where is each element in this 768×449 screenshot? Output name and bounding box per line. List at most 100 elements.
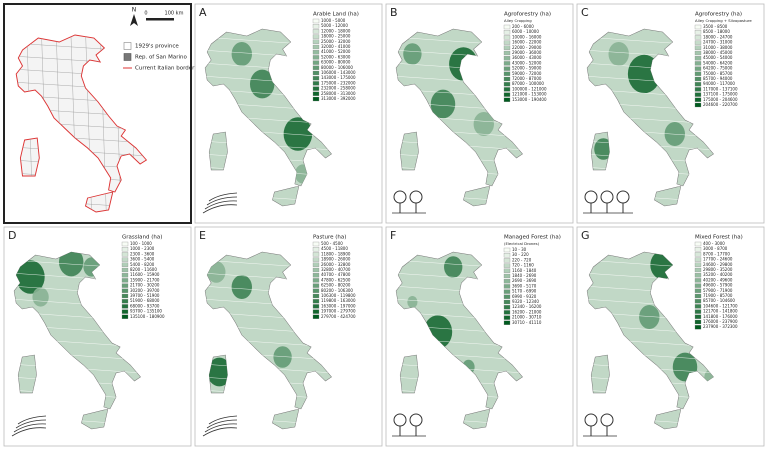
legend-label: 104600 - 121700 (703, 303, 738, 308)
legend-label: 10000 - 16000 (512, 34, 542, 39)
legend-label: 119800 - 163000 (321, 298, 356, 303)
legend-subtitle: Alley Cropping (504, 18, 532, 23)
legend-label: 15900 - 21700 (130, 277, 160, 282)
region-patch (407, 296, 418, 308)
legend-swatch (694, 273, 702, 278)
legend-title: Mixed Forest (ha) (695, 235, 743, 241)
region-patch (664, 122, 685, 146)
legend-label: 30710 - 41110 (512, 320, 542, 325)
legend-swatch (312, 39, 320, 44)
legend-label: 5170 - 6990 (512, 289, 537, 294)
legend-title: Arable Land (ha) (313, 12, 359, 18)
legend-swatch (503, 76, 511, 82)
legend-swatch (694, 267, 702, 273)
north-arrow (130, 14, 138, 26)
legend-label: 31000 - 38000 (703, 45, 733, 50)
legend-label: 197000 - 279700 (321, 309, 356, 314)
region-patch (283, 117, 313, 151)
legend-swatch (312, 267, 320, 273)
legend-label: 87000 - 100000 (512, 81, 544, 86)
region-patch (273, 346, 292, 368)
legend-swatch (694, 102, 702, 108)
legend-label: 41000 - 52000 (321, 49, 351, 54)
legend-label: 25000 - 32000 (321, 39, 351, 44)
legend-label: 121700 - 141800 (703, 309, 738, 314)
legend-label: Current Italian border (135, 66, 195, 72)
legend-label: 12000 - 18000 (321, 28, 351, 33)
legend-label: 29800 - 35200 (703, 267, 733, 272)
field-line (206, 419, 238, 429)
legend-swatch (121, 278, 129, 283)
legend-swatch (694, 30, 702, 35)
legend-label: 64200 - 75000 (703, 66, 733, 71)
legend-swatch (121, 267, 129, 273)
legend-swatch (694, 50, 702, 56)
legend-swatch (503, 87, 511, 92)
legend-title: Agroforestry (ha) (695, 12, 742, 18)
legend-swatch (694, 252, 702, 257)
legend-label: 18000 - 24700 (703, 34, 733, 39)
legend-label: 71900 - 85700 (703, 293, 733, 298)
legend-swatch (694, 92, 702, 97)
legend-swatch (312, 288, 320, 293)
region-patch (249, 69, 275, 99)
legend-swatch (503, 66, 511, 71)
legend-label: 313000 - 392000 (321, 96, 356, 101)
legend-swatch (503, 24, 511, 30)
legend-label: 143000 - 175000 (321, 75, 356, 80)
legend-swatch (312, 34, 320, 39)
legend-label: 3000 - 8700 (703, 246, 728, 251)
legend-label: 35200 - 40200 (703, 272, 733, 277)
legend-label: 85700 - 104600 (703, 298, 735, 303)
legend-swatch (503, 61, 511, 66)
region-patch (594, 138, 613, 160)
panel-letter: G (581, 229, 590, 242)
legend-swatch (694, 293, 702, 299)
legend-label: 258000 - 313000 (321, 91, 356, 96)
legend-label: 9320 - 12340 (512, 299, 539, 304)
legend-swatch (121, 241, 129, 247)
legend-swatch (312, 283, 320, 288)
legend-label: 279700 - 424700 (321, 314, 356, 319)
legend-label: 11800 - 18900 (321, 251, 351, 256)
legend-label: 2300 - 3600 (130, 251, 155, 256)
legend-swatch (312, 293, 320, 299)
legend-label: 2690 - 3690 (512, 278, 537, 283)
legend-label: 62500 - 80200 (321, 283, 351, 288)
legend-label: 6000 - 10000 (512, 29, 539, 34)
legend-label: 16200 - 21000 (512, 309, 542, 314)
legend-label: 75000 - 85700 (703, 71, 733, 76)
legend-swatch (503, 305, 511, 310)
legend-label: 36000 - 43000 (512, 55, 542, 60)
legend-label: 63000 - 80000 (321, 60, 351, 65)
legend-swatch (694, 82, 702, 87)
legend-title: Managed Forest (ha) (504, 235, 561, 241)
region-patch (473, 112, 494, 136)
legend-label: 21000 - 30710 (512, 315, 542, 320)
legend-label: 141800 - 176000 (703, 314, 738, 319)
legend-swatch (312, 91, 320, 96)
legend-label: 500 - 4500 (321, 241, 343, 246)
legend-swatch (123, 53, 132, 61)
legend-swatch (503, 253, 511, 258)
land-use-icon (392, 413, 426, 437)
legend-swatch (121, 299, 129, 304)
legend-label: 237900 - 372300 (703, 324, 738, 329)
field-line (204, 423, 238, 433)
thematic-map (586, 28, 715, 207)
legend-label: 135100 - 180900 (130, 314, 165, 319)
legend-title: Agroforestry (ha) (504, 12, 551, 18)
legend-swatch (121, 252, 129, 257)
legend-swatch (694, 314, 702, 319)
legend-label: 220 - 720 (512, 257, 532, 262)
region-patch (444, 256, 463, 278)
legend-label: Rep. of San Marino (135, 55, 187, 61)
legend-label: 137100 - 175000 (703, 92, 738, 97)
field-line (15, 419, 47, 429)
region-patch (639, 305, 660, 329)
legend-swatch (503, 299, 511, 305)
legend-swatch (312, 18, 320, 24)
legend-swatch (503, 263, 511, 268)
legend-swatch (694, 87, 702, 92)
legend-swatch (503, 247, 511, 253)
